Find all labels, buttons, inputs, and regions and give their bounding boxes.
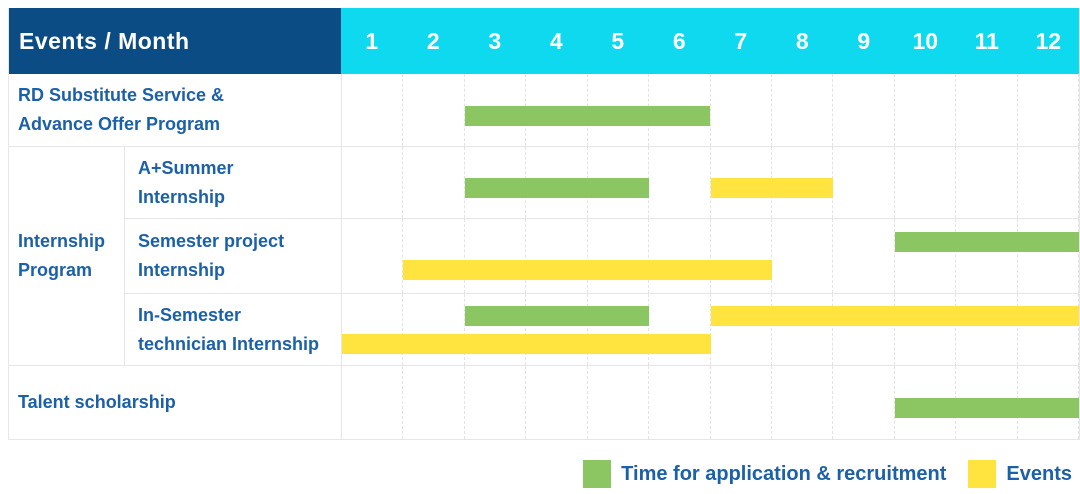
header-title: Events / Month (19, 27, 190, 54)
grid-cell-month-10 (895, 219, 957, 293)
grid-cell-month-9 (833, 147, 895, 218)
grid-cell-month-12 (1018, 147, 1080, 218)
chart-row-semester-project-internship (341, 219, 1080, 294)
month-header-6: 6 (672, 27, 686, 54)
grid-cell-month-10 (895, 74, 957, 146)
grid-cell-month-7 (711, 219, 772, 293)
chart-row-in-semester-technician-internship (341, 294, 1080, 366)
month-header-8: 8 (795, 27, 809, 54)
gantt-table: Events / Month 1 2 3 4 5 6 7 8 9 10 11 12 RD Substi… (8, 8, 1080, 440)
grid-cell-month-3 (465, 294, 527, 365)
grid-cell-month-1 (342, 74, 404, 146)
grid-cell-month-8 (772, 294, 834, 365)
grid-cell-month-2 (403, 147, 465, 218)
grid-cell-month-10 (895, 294, 957, 365)
grid-cell-month-1 (342, 366, 404, 439)
header-title-cell: Events / Month (9, 8, 341, 74)
grid-cell-month-2 (403, 294, 465, 365)
application-bar (464, 105, 711, 126)
grid-cell-month-2 (403, 74, 465, 146)
month-header-row: 1 2 3 4 5 6 7 8 9 10 11 12 (341, 8, 1079, 74)
row-label-in-semester-technician-internship: In-Semester technician Internship (125, 294, 341, 366)
grid-cell-month-3 (465, 219, 527, 293)
event-bar (710, 306, 1079, 327)
grid-cell-month-9 (833, 366, 895, 439)
month-header-9: 9 (857, 27, 871, 54)
grid-cell-month-4 (526, 294, 588, 365)
month-header-7: 7 (734, 27, 748, 54)
legend-item-events: Events (968, 460, 1072, 488)
grid-cell-month-11 (956, 147, 1018, 218)
grid-cell-month-7 (711, 366, 772, 439)
grid-cell-month-7 (711, 294, 772, 365)
green-swatch-icon (583, 460, 612, 488)
grid-cell-month-6 (649, 366, 711, 439)
grid-cell-month-7 (711, 74, 772, 146)
grid-cell-month-5 (588, 294, 650, 365)
row-label-talent-scholarship: Talent scholarship (9, 366, 341, 440)
legend: Time for application & recruitment Event… (583, 459, 1072, 489)
application-bar (894, 398, 1079, 419)
month-header-11: 11 (974, 27, 999, 54)
grid-cell-month-2 (403, 219, 465, 293)
application-bar (464, 306, 650, 327)
legend-label-events: Events (1006, 462, 1072, 485)
month-header-4: 4 (549, 27, 563, 54)
grid-cell-month-8 (772, 74, 834, 146)
grid-cell-month-12 (1018, 74, 1080, 146)
grid-cell-month-9 (833, 219, 895, 293)
legend-label-application-recruitment: Time for application & recruitment (621, 462, 947, 485)
row-group-label-internship-program: Internship Program (9, 147, 125, 366)
chart-row-rd-substitute (341, 74, 1080, 147)
grid-cell-month-11 (956, 219, 1018, 293)
event-bar (710, 178, 834, 199)
grid-cell-month-1 (342, 294, 404, 365)
month-header-12: 12 (1035, 27, 1062, 54)
grid-cell-month-9 (833, 74, 895, 146)
month-header-2: 2 (426, 27, 440, 54)
row-label-semester-project-internship: Semester project Internship (125, 219, 341, 294)
grid-cell-month-6 (649, 147, 711, 218)
legend-item-application-recruitment: Time for application & recruitment (583, 460, 946, 488)
grid-cell-month-4 (526, 366, 588, 439)
grid-cell-month-9 (833, 294, 895, 365)
grid-cell-month-5 (588, 219, 650, 293)
month-header-3: 3 (488, 27, 502, 54)
grid-cell-month-8 (772, 366, 834, 439)
row-label-rd-substitute: RD Substitute Service & Advance Offer Pr… (9, 74, 341, 147)
grid-cell-month-2 (403, 366, 465, 439)
chart-row-a-summer-internship (341, 147, 1080, 219)
yellow-swatch-icon (968, 460, 997, 488)
grid-cell-month-5 (588, 366, 650, 439)
grid-cell-month-12 (1018, 294, 1080, 365)
grid-cell-month-10 (895, 147, 957, 218)
application-bar (464, 178, 650, 199)
row-label-a-summer-internship: A+Summer Internship (125, 147, 341, 219)
chart-row-talent-scholarship (341, 366, 1080, 440)
month-header-1: 1 (365, 27, 379, 54)
grid-cell-month-11 (956, 74, 1018, 146)
grid-cell-month-6 (649, 294, 711, 365)
application-bar (894, 231, 1079, 252)
event-bar (342, 333, 711, 354)
grid-cell-month-1 (342, 219, 404, 293)
grid-cell-month-3 (465, 366, 527, 439)
month-header-5: 5 (611, 27, 625, 54)
grid-cell-month-4 (526, 219, 588, 293)
month-header-10: 10 (912, 27, 939, 54)
grid-cell-month-1 (342, 147, 404, 218)
grid-cell-month-11 (956, 294, 1018, 365)
grid-cell-month-8 (772, 219, 834, 293)
grid-cell-month-6 (649, 219, 711, 293)
grid-cell-month-12 (1018, 219, 1080, 293)
event-bar (403, 260, 772, 281)
